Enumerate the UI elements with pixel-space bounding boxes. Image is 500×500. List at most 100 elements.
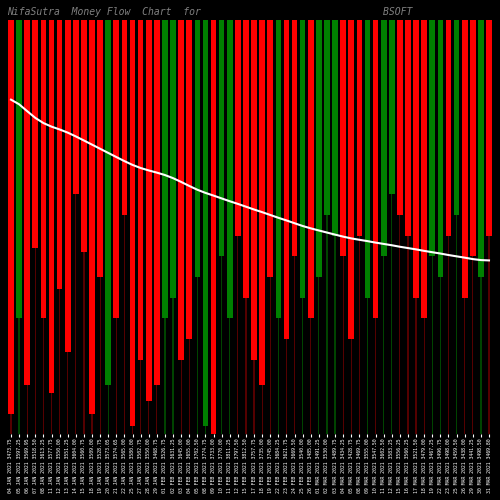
- Bar: [316, 20, 322, 277]
- Bar: [67, 20, 68, 434]
- Bar: [40, 20, 46, 318]
- Bar: [10, 20, 12, 434]
- Bar: [188, 20, 190, 434]
- Bar: [472, 20, 474, 434]
- Bar: [332, 20, 338, 236]
- Bar: [422, 20, 427, 318]
- Bar: [438, 20, 443, 277]
- Bar: [383, 20, 384, 434]
- Bar: [130, 20, 136, 426]
- Bar: [213, 20, 214, 434]
- Bar: [340, 20, 346, 256]
- Bar: [308, 20, 314, 318]
- Bar: [148, 20, 150, 434]
- Bar: [342, 20, 344, 434]
- Bar: [268, 20, 273, 277]
- Bar: [456, 20, 457, 434]
- Bar: [448, 20, 449, 434]
- Bar: [480, 20, 482, 434]
- Bar: [294, 20, 295, 434]
- Bar: [397, 20, 402, 215]
- Bar: [81, 20, 86, 252]
- Bar: [194, 20, 200, 277]
- Bar: [235, 20, 240, 236]
- Bar: [132, 20, 133, 434]
- Bar: [98, 20, 103, 277]
- Bar: [32, 20, 38, 248]
- Bar: [65, 20, 70, 351]
- Bar: [237, 20, 238, 434]
- Bar: [116, 20, 117, 434]
- Bar: [221, 20, 222, 434]
- Bar: [381, 20, 386, 256]
- Bar: [18, 20, 20, 434]
- Bar: [108, 20, 109, 434]
- Bar: [286, 20, 287, 434]
- Bar: [48, 20, 54, 393]
- Bar: [348, 20, 354, 339]
- Bar: [57, 20, 62, 289]
- Bar: [391, 20, 392, 434]
- Bar: [8, 20, 14, 413]
- Bar: [106, 20, 111, 384]
- Bar: [202, 20, 208, 426]
- Bar: [478, 20, 484, 277]
- Bar: [24, 20, 30, 384]
- Bar: [34, 20, 36, 434]
- Bar: [432, 20, 433, 434]
- Bar: [364, 20, 370, 297]
- Bar: [375, 20, 376, 434]
- Bar: [229, 20, 230, 434]
- Bar: [292, 20, 298, 256]
- Bar: [210, 20, 216, 434]
- Bar: [454, 20, 460, 215]
- Bar: [486, 20, 492, 236]
- Bar: [488, 20, 490, 434]
- Bar: [227, 20, 232, 318]
- Bar: [122, 20, 128, 215]
- Bar: [114, 20, 119, 318]
- Bar: [276, 20, 281, 318]
- Bar: [464, 20, 466, 434]
- Bar: [414, 20, 419, 297]
- Bar: [205, 20, 206, 434]
- Bar: [59, 20, 60, 434]
- Bar: [196, 20, 198, 434]
- Bar: [89, 20, 95, 413]
- Bar: [350, 20, 352, 434]
- Bar: [43, 20, 44, 434]
- Bar: [140, 20, 141, 434]
- Bar: [262, 20, 263, 434]
- Bar: [146, 20, 152, 401]
- Bar: [162, 20, 168, 318]
- Bar: [270, 20, 271, 434]
- Bar: [154, 20, 160, 384]
- Bar: [138, 20, 143, 360]
- Bar: [164, 20, 166, 434]
- Bar: [324, 20, 330, 215]
- Bar: [278, 20, 279, 434]
- Bar: [367, 20, 368, 434]
- Bar: [180, 20, 182, 434]
- Bar: [356, 20, 362, 236]
- Bar: [446, 20, 452, 236]
- Bar: [156, 20, 158, 434]
- Bar: [284, 20, 290, 339]
- Text: NifaSutra  Money Flow  Chart  for                               BSOFT           : NifaSutra Money Flow Chart for BSOFT: [7, 7, 500, 17]
- Bar: [300, 20, 306, 297]
- Bar: [172, 20, 174, 434]
- Bar: [251, 20, 257, 360]
- Bar: [186, 20, 192, 339]
- Bar: [26, 20, 28, 434]
- Bar: [178, 20, 184, 360]
- Bar: [124, 20, 125, 434]
- Bar: [389, 20, 394, 195]
- Bar: [424, 20, 425, 434]
- Bar: [302, 20, 304, 434]
- Bar: [440, 20, 441, 434]
- Bar: [372, 20, 378, 318]
- Bar: [462, 20, 468, 297]
- Bar: [470, 20, 476, 256]
- Bar: [170, 20, 176, 297]
- Bar: [310, 20, 312, 434]
